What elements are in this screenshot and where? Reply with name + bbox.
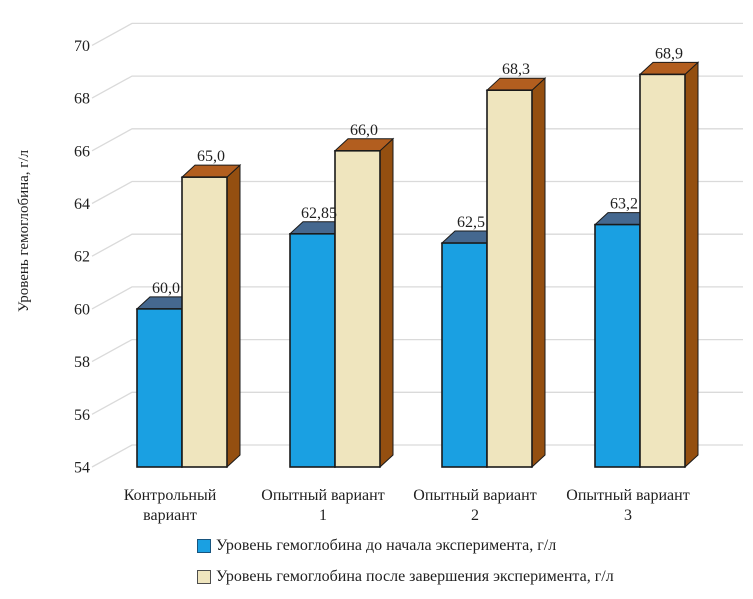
legend-swatch-cream-icon xyxy=(197,570,211,584)
bar-front-face xyxy=(136,308,183,468)
x-category-label: Опытный вариант xyxy=(566,487,689,504)
legend-swatch-blue-icon xyxy=(197,539,211,553)
data-label: 63,2 xyxy=(610,196,638,213)
x-category-label: 2 xyxy=(471,507,479,524)
y-tick-label: 62 xyxy=(74,249,90,266)
data-label: 62,85 xyxy=(301,205,337,222)
legend-item-before: Уровень гемоглобина до начала эксперимен… xyxy=(197,536,614,556)
bar-front-face xyxy=(334,150,381,468)
x-category-label: 1 xyxy=(319,507,327,524)
x-category-label: Контрольный xyxy=(124,487,217,504)
bar-front-face xyxy=(289,233,336,468)
bar-front-face xyxy=(639,73,686,468)
data-label: 66,0 xyxy=(350,122,378,139)
bar-front-face xyxy=(594,223,641,468)
y-tick-label: 60 xyxy=(74,301,90,318)
bar-side-face xyxy=(226,164,241,469)
bar-side-face xyxy=(684,61,699,469)
bar-front-face xyxy=(441,242,488,468)
bar-side-face xyxy=(531,77,546,469)
legend-label-after: Уровень гемоглобина после завершения экс… xyxy=(216,568,614,585)
x-category-label: Опытный вариант xyxy=(261,487,384,504)
legend-item-after: Уровень гемоглобина после завершения экс… xyxy=(197,567,614,587)
data-label: 65,0 xyxy=(197,148,225,165)
y-tick-label: 64 xyxy=(74,196,90,213)
y-axis-title: Уровень гемоглобина, г/л xyxy=(16,149,32,312)
x-category-label: вариант xyxy=(143,507,197,524)
bar-front-face xyxy=(181,176,228,468)
x-category-label: Опытный вариант xyxy=(413,487,536,504)
y-tick-label: 56 xyxy=(74,407,90,424)
y-tick-label: 54 xyxy=(74,460,90,477)
plot-area: 54 56 58 60 62 64 66 68 70 Уровень гемоглобина, г… xyxy=(16,22,743,524)
bar-side-face xyxy=(379,137,394,469)
legend-label-before: Уровень гемоглобина до начала эксперимен… xyxy=(216,537,557,554)
data-label: 62,5 xyxy=(457,214,485,231)
bar-front-face xyxy=(486,89,533,468)
data-label: 60,0 xyxy=(152,280,180,297)
y-tick-label: 66 xyxy=(74,143,90,160)
gridline xyxy=(91,22,743,46)
gridline xyxy=(91,75,743,99)
data-label: 68,3 xyxy=(502,61,530,78)
y-tick-label: 58 xyxy=(74,354,90,371)
y-tick-label: 70 xyxy=(74,38,90,55)
chart-legend: Уровень гемоглобина до начала эксперимен… xyxy=(197,536,614,587)
data-label: 68,9 xyxy=(655,45,683,62)
y-tick-label: 68 xyxy=(74,91,90,108)
x-category-label: 3 xyxy=(624,507,632,524)
